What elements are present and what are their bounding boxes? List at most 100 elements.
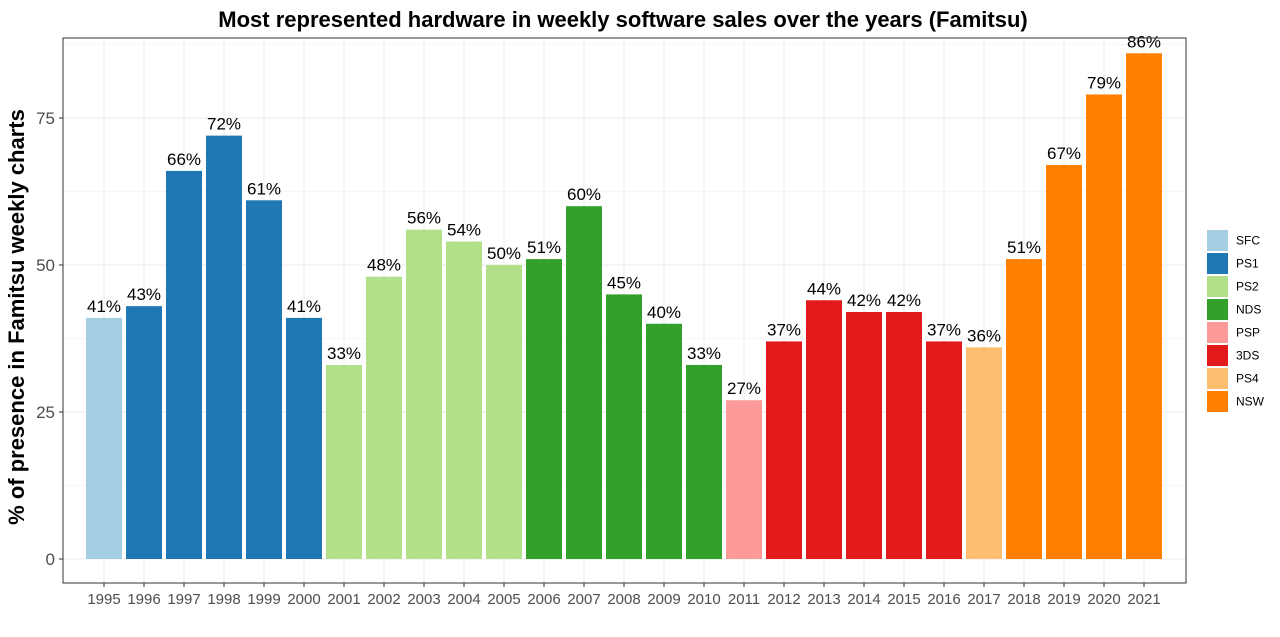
bar-1998 [206,135,242,559]
x-tick-label-2021: 2021 [1127,591,1160,608]
bar-2011 [726,400,762,559]
legend-key-PS1 [1207,253,1228,274]
data-label-1997: 66% [167,150,201,169]
data-label-2000: 41% [287,297,321,316]
data-label-2002: 48% [367,256,401,275]
x-tick-label-2017: 2017 [967,591,1000,608]
x-tick-label-1995: 1995 [87,591,120,608]
x-tick-label-2005: 2005 [487,591,520,608]
data-label-2016: 37% [927,320,961,339]
legend-label-PS4: PS4 [1236,372,1259,386]
bar-2014 [846,312,882,559]
x-tick-label-2011: 2011 [728,591,760,608]
x-tick-label-2016: 2016 [927,591,960,608]
x-tick-label-2004: 2004 [447,591,480,608]
legend-label-PS1: PS1 [1236,257,1259,271]
x-axis: 1995 1996 1997 1998 1999 2000 2001 2002 2003 2004… [87,583,1161,608]
data-label-2007: 60% [567,185,601,204]
legend-key-PSP [1207,322,1228,343]
data-label-2006: 51% [527,238,561,257]
bar-2006 [526,259,562,559]
y-tick-label-0: 0 [46,550,55,569]
bar-2019 [1046,165,1082,559]
bar-2001 [326,364,362,559]
data-label-2019: 67% [1047,144,1081,163]
data-label-2009: 40% [647,303,681,322]
legend-label-NSW: NSW [1236,395,1265,409]
legend-label-PSP: PSP [1236,326,1260,340]
legend-label-NDS: NDS [1236,303,1261,317]
x-tick-label-2020: 2020 [1087,591,1120,608]
x-tick-label-2019: 2019 [1047,591,1080,608]
y-axis: 0 25 50 75 [36,109,63,569]
data-label-1996: 43% [127,285,161,304]
x-tick-label-1998: 1998 [207,591,240,608]
x-tick-label-2008: 2008 [607,591,640,608]
bar-2020 [1086,94,1122,559]
data-label-2015: 42% [887,291,921,310]
bar-1999 [246,200,282,559]
x-tick-label-2000: 2000 [287,591,320,608]
legend-label-PS2: PS2 [1236,280,1259,294]
bar-2017 [966,347,1002,559]
data-label-2013: 44% [807,279,841,298]
legend-label-SFC: SFC [1236,234,1260,248]
x-tick-label-2002: 2002 [367,591,400,608]
data-label-2001: 33% [327,344,361,363]
x-tick-label-2001: 2001 [327,591,360,608]
x-tick-label-2006: 2006 [527,591,560,608]
data-label-2008: 45% [607,273,641,292]
y-tick-label-25: 25 [36,403,55,422]
x-tick-label-2013: 2013 [807,591,840,608]
data-label-1995: 41% [87,297,121,316]
bar-2013 [806,300,842,559]
legend-key-3DS [1207,345,1228,366]
bar-2015 [886,312,922,559]
bar-2007 [566,206,602,559]
x-tick-label-2018: 2018 [1007,591,1040,608]
x-tick-label-2010: 2010 [687,591,720,608]
y-tick-label-50: 50 [36,256,55,275]
bar-2009 [646,323,682,559]
x-tick-label-2014: 2014 [847,591,880,608]
x-tick-label-2012: 2012 [767,591,800,608]
x-tick-label-2003: 2003 [407,591,440,608]
bar-2016 [926,341,962,559]
data-label-2012: 37% [767,320,801,339]
data-label-2005: 50% [487,244,521,263]
data-label-2018: 51% [1007,238,1041,257]
x-tick-label-1996: 1996 [127,591,160,608]
legend-key-SFC [1207,230,1228,251]
legend: SFC PS1 PS2 NDS PSP 3DS PS4 NSW [1207,230,1265,412]
data-labels: 41% 43% 66% 72% 61% 41% 33% 48% 56% 54% 50% 51% 60% 4… [87,32,1161,398]
data-label-2014: 42% [847,291,881,310]
legend-key-NSW [1207,391,1228,412]
bar-2012 [766,341,802,559]
x-tick-label-2007: 2007 [567,591,600,608]
bar-1995 [86,317,122,559]
data-label-2017: 36% [967,326,1001,345]
bar-1997 [166,170,202,559]
data-label-1998: 72% [207,115,241,134]
bar-2004 [446,241,482,559]
legend-key-NDS [1207,299,1228,320]
data-label-2010: 33% [687,344,721,363]
data-label-2020: 79% [1087,73,1121,92]
bar-2005 [486,264,522,559]
chart-title: Most represented hardware in weekly soft… [218,7,1027,32]
bar-2002 [366,276,402,559]
y-tick-label-75: 75 [36,109,55,128]
x-tick-label-2009: 2009 [647,591,680,608]
bar-2008 [606,294,642,559]
x-tick-label-1999: 1999 [247,591,280,608]
x-tick-label-1997: 1997 [167,591,200,608]
bars [86,53,1162,559]
x-tick-label-2015: 2015 [887,591,920,608]
legend-label-3DS: 3DS [1236,349,1259,363]
bar-2003 [406,229,442,559]
data-label-2003: 56% [407,209,441,228]
y-axis-label: % of presence in Famitsu weekly charts [4,109,29,525]
bar-2018 [1006,259,1042,559]
data-label-1999: 61% [247,179,281,198]
